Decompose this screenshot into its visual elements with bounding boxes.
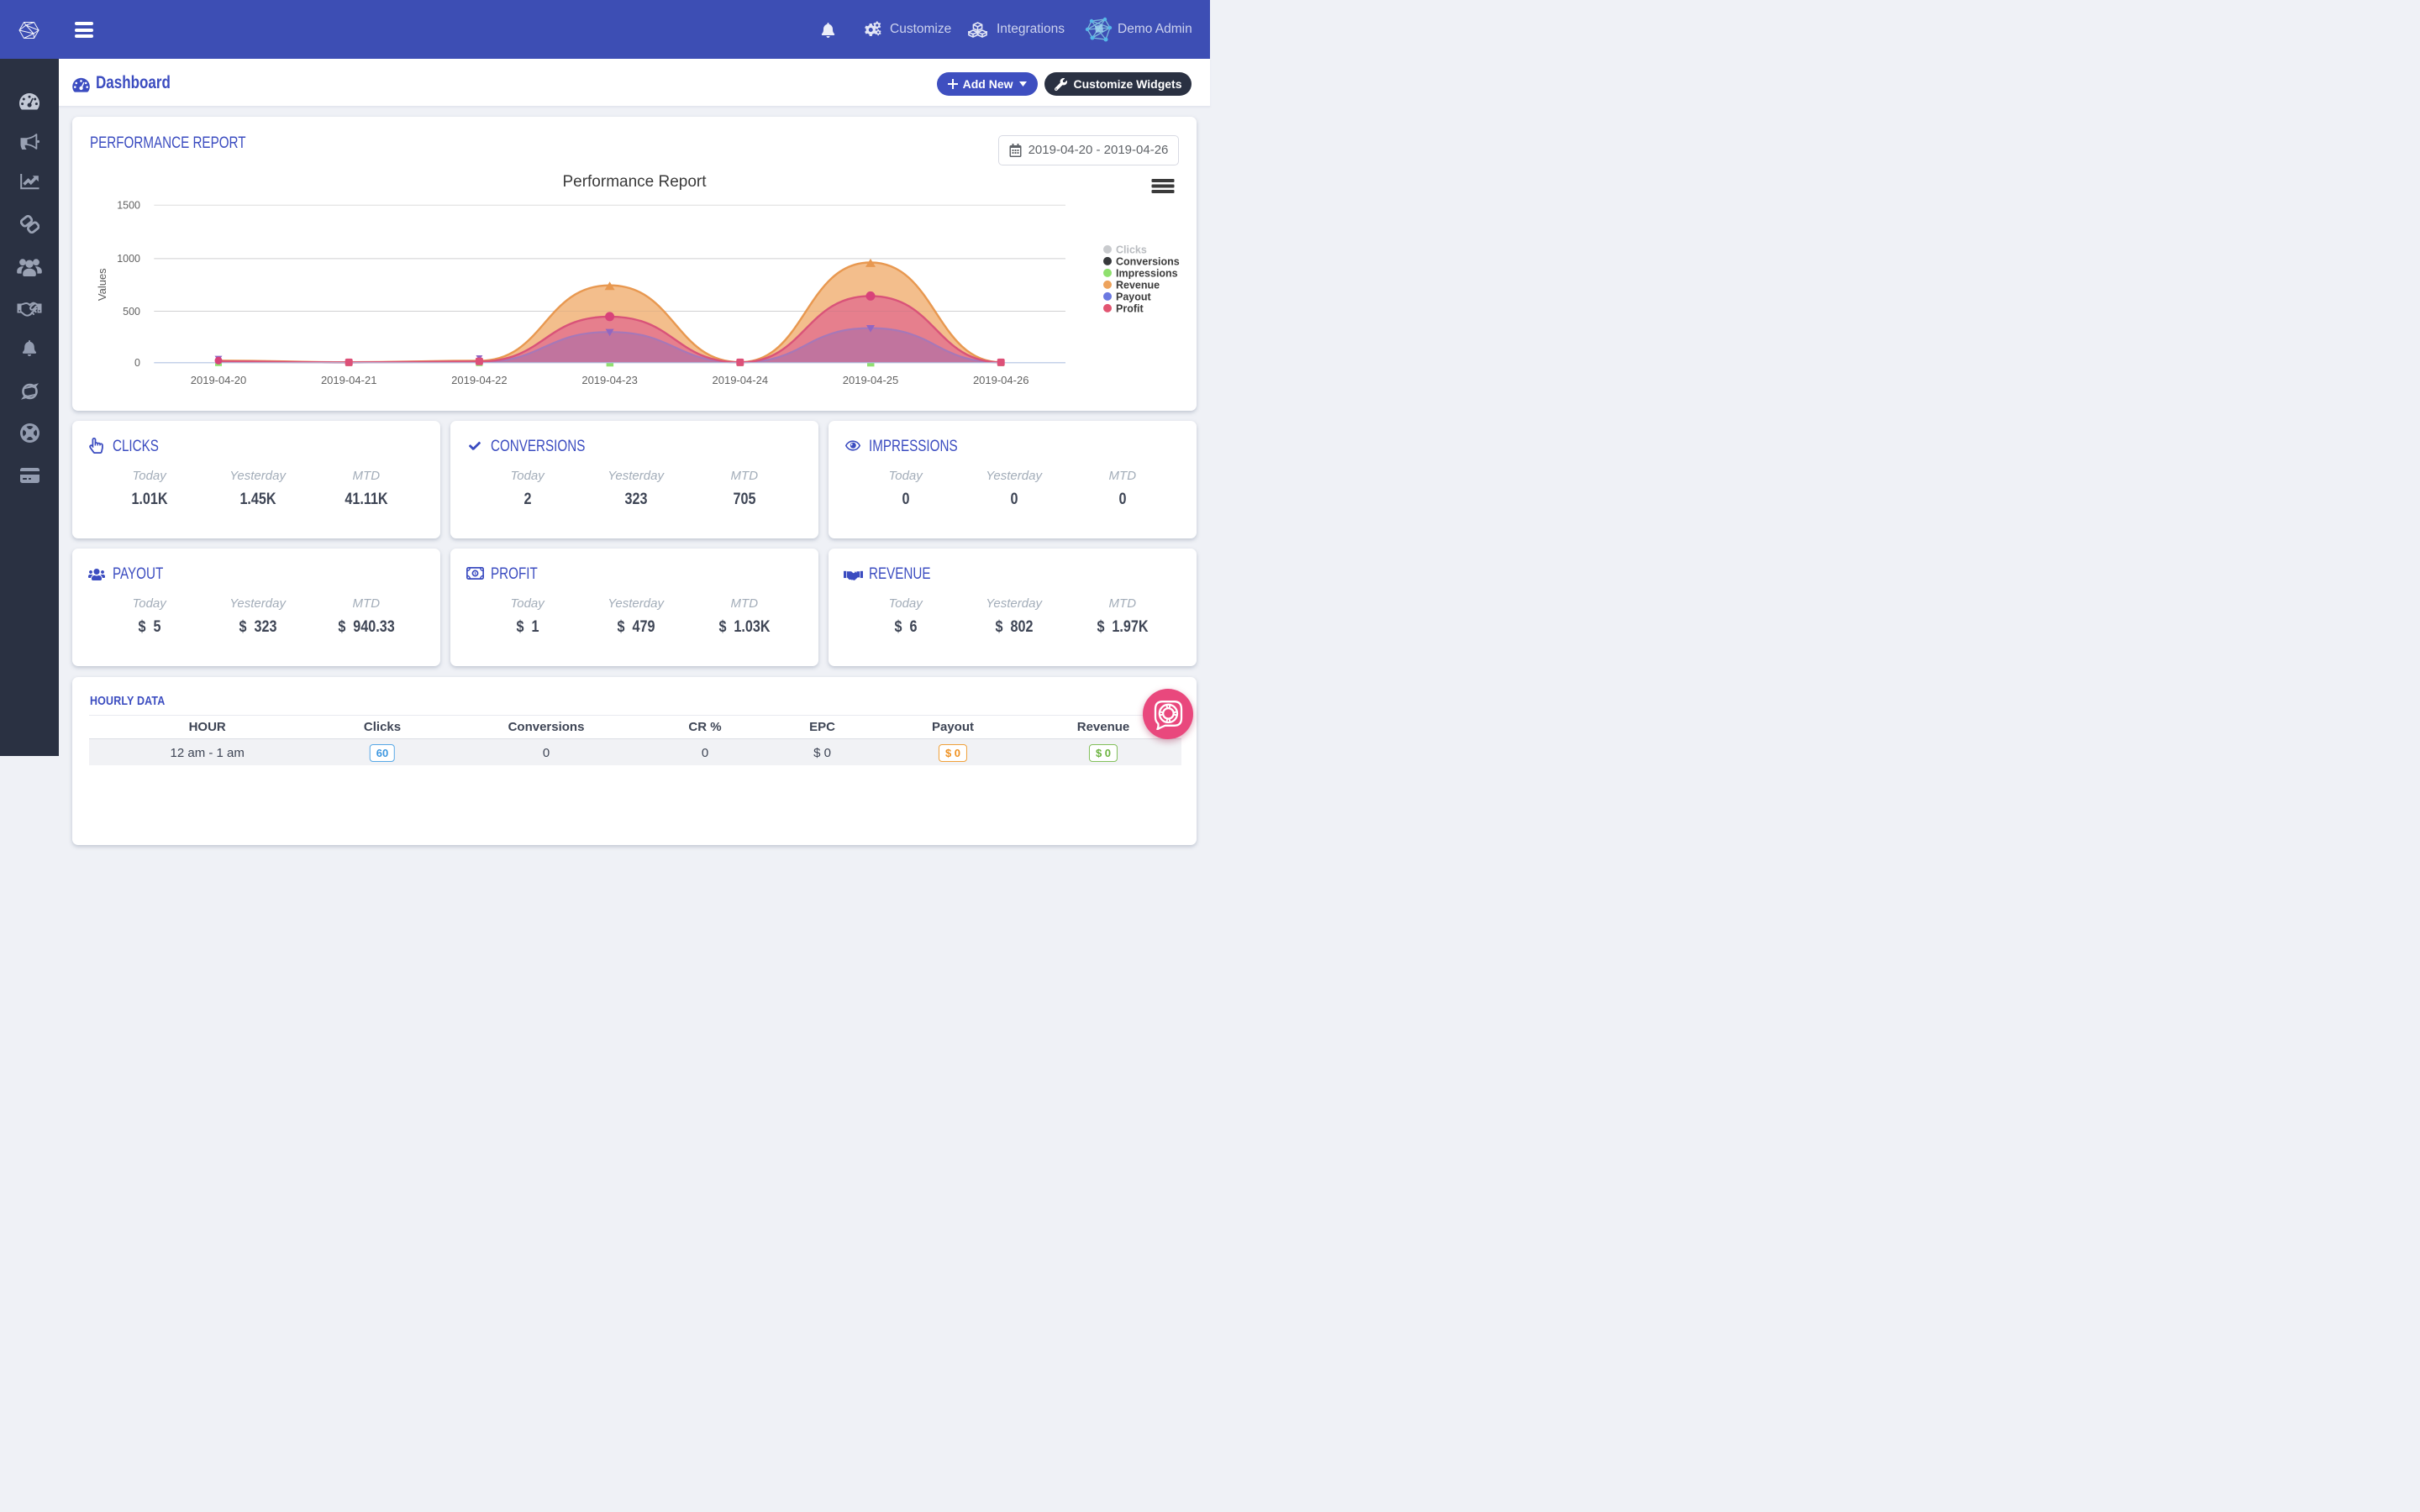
svg-text:2019-04-24: 2019-04-24 [713,374,769,386]
svg-text:Performance Report: Performance Report [562,173,707,191]
svg-text:Revenue: Revenue [1116,279,1160,291]
svg-text:2019-04-20: 2019-04-20 [191,374,247,386]
svg-text:Impressions: Impressions [1116,267,1178,279]
svg-text:1000: 1000 [117,253,140,265]
svg-text:2019-04-23: 2019-04-23 [581,374,638,386]
svg-text:1500: 1500 [117,199,140,211]
svg-text:Values: Values [96,267,108,300]
svg-text:Profit: Profit [1116,302,1144,314]
svg-text:2019-04-25: 2019-04-25 [843,374,899,386]
svg-text:2019-04-21: 2019-04-21 [321,374,377,386]
svg-text:2019-04-22: 2019-04-22 [451,374,508,386]
svg-text:Conversions: Conversions [1116,255,1180,267]
svg-text:Clicks: Clicks [1116,244,1147,255]
svg-text:Payout: Payout [1116,291,1152,302]
svg-text:500: 500 [123,305,140,317]
svg-text:2019-04-26: 2019-04-26 [973,374,1029,386]
svg-text:0: 0 [134,357,140,369]
